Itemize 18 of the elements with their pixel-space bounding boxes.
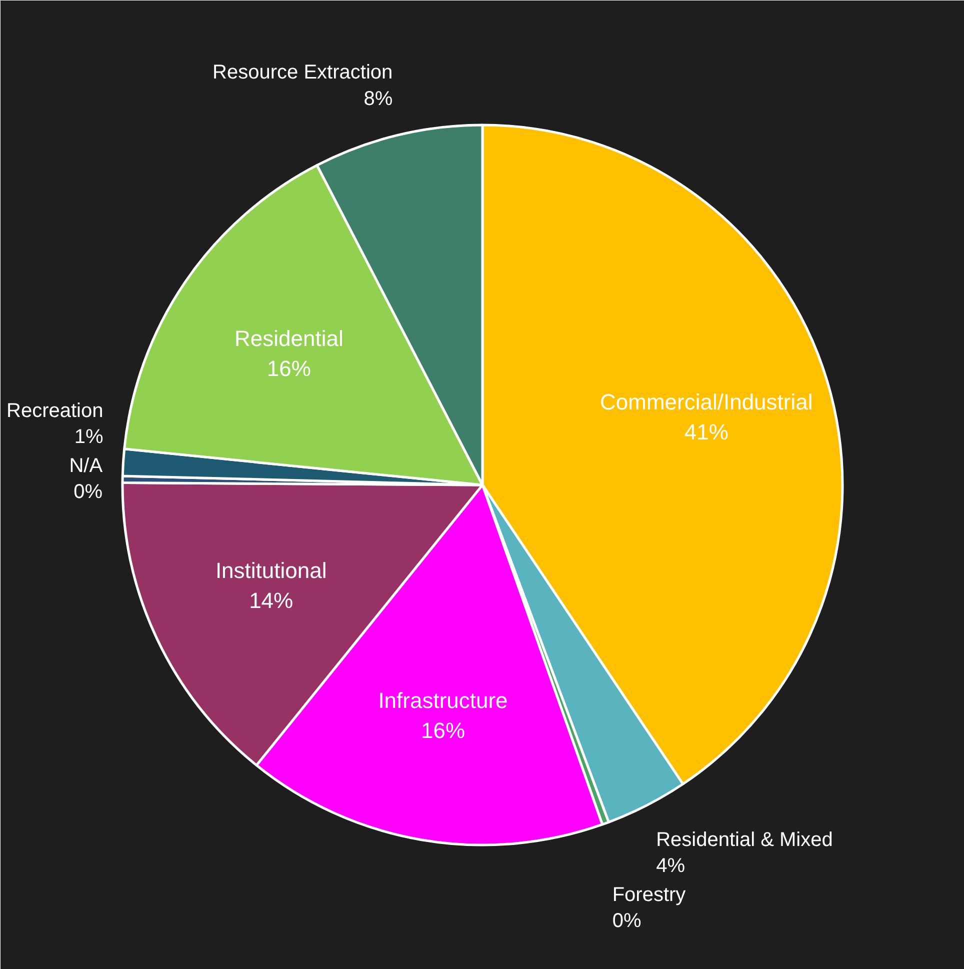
slice-label: Residential & Mixed xyxy=(656,828,833,851)
data-label: 41% xyxy=(684,419,728,444)
slice-label: Recreation xyxy=(6,400,104,422)
data-label: 0% xyxy=(74,481,103,504)
slice-label: Institutional xyxy=(215,558,327,583)
data-label: 16% xyxy=(266,356,311,381)
data-label: 0% xyxy=(612,910,642,932)
data-label: 8% xyxy=(364,88,393,110)
slice-label: Commercial/Industrial xyxy=(600,389,813,414)
slice-label: N/A xyxy=(69,454,104,477)
slice-label: Residential xyxy=(234,326,344,351)
data-label: 4% xyxy=(656,855,686,878)
slice-label: Infrastructure xyxy=(378,688,508,714)
data-label: 14% xyxy=(249,588,294,613)
data-label: 1% xyxy=(74,426,104,448)
data-label: 16% xyxy=(420,718,466,744)
slice-label: Resource Extraction xyxy=(212,62,393,84)
slice-label: Forestry xyxy=(612,884,686,906)
